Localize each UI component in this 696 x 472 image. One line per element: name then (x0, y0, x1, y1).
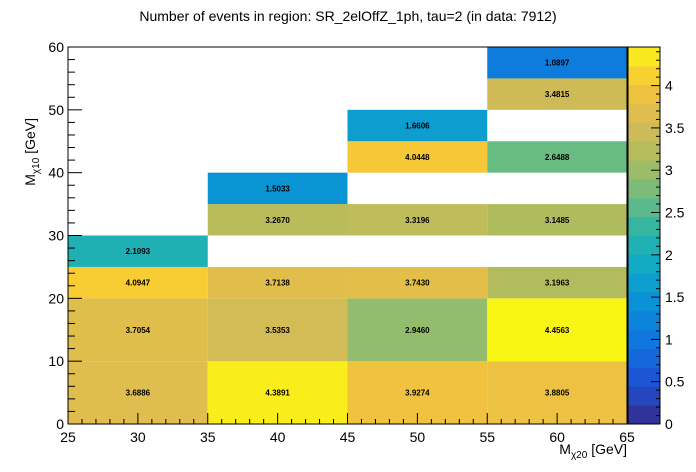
colorbar-tick-label: 2.5 (665, 205, 685, 221)
cell-value-label: 3.7430 (405, 279, 430, 288)
cell-value-label: 3.5353 (265, 326, 290, 335)
svg-text:Mχ20 [GeV]: Mχ20 [GeV] (559, 441, 627, 461)
colorbar-segment (628, 103, 660, 123)
y-tick-label: 20 (48, 290, 64, 306)
colorbar-segment (628, 348, 660, 368)
colorbar-segment (628, 292, 660, 312)
cell-value-label: 1.6606 (405, 122, 430, 131)
colorbar-segment (628, 235, 660, 255)
heatmap-cell (207, 204, 348, 236)
cell-value-label: 4.0448 (405, 153, 430, 162)
colorbar-segment (628, 65, 660, 86)
colorbar-tick-label: 1.5 (665, 289, 685, 305)
heatmap-cell (68, 298, 208, 362)
y-tick-label: 50 (48, 102, 64, 118)
y-tick-label: 30 (48, 228, 64, 244)
colorbar-tick-label: 1 (665, 331, 673, 347)
colorbar-tick-label: 0.5 (665, 374, 685, 390)
cell-value-label: 3.6886 (126, 389, 151, 398)
y-tick-label: 0 (56, 416, 64, 432)
heatmap-cell (347, 298, 488, 362)
colorbar-tick-label: 0 (665, 416, 673, 432)
heatmap-cell (68, 235, 208, 267)
colorbar-segment (628, 254, 660, 274)
colorbar-segment (628, 310, 660, 331)
cell-value-label: 2.1093 (126, 247, 151, 256)
cell-value-label: 3.1963 (545, 279, 570, 288)
cell-value-label: 3.3196 (405, 216, 430, 225)
colorbar-tick-label: 4 (665, 78, 673, 94)
colorbar-segment (628, 84, 660, 105)
x-tick-label: 60 (549, 429, 565, 445)
cell-value-label: 4.3891 (265, 389, 290, 398)
x-tick-label: 65 (619, 429, 635, 445)
cell-value-label: 2.9460 (405, 326, 430, 335)
x-axis-title: Mχ20 [GeV] (559, 441, 627, 461)
heatmap-cell (487, 266, 627, 299)
heatmap-cell (68, 266, 208, 299)
heatmap-cells (68, 47, 627, 424)
heatmap-cell (347, 109, 488, 142)
y-tick-label: 10 (48, 353, 64, 369)
colorbar-tick-label: 2 (665, 247, 673, 263)
cell-value-label: 3.8805 (545, 389, 570, 398)
x-tick-label: 35 (200, 429, 216, 445)
heatmap-cell (487, 78, 627, 110)
axes: 25 30 35 40 45 50 55 60 65 0 10 20 30 40 50 60 (48, 39, 635, 445)
colorbar: 0 0.5 1 1.5 2 2.5 3 3.5 4 (627, 46, 685, 432)
cell-value-label: 1.5033 (265, 184, 290, 193)
heatmap-cell (207, 172, 348, 205)
cell-value-label: 4.0947 (126, 279, 151, 288)
colorbar-tick-label: 3 (665, 162, 673, 178)
cell-value-label: 3.7138 (265, 279, 290, 288)
cell-value-label: 3.7054 (126, 326, 151, 335)
heatmap-cell (487, 298, 627, 362)
colorbar-segment (628, 405, 660, 425)
svg-text:Mχ10 [GeV]: Mχ10 [GeV] (22, 118, 42, 186)
heatmap-cell (207, 266, 348, 299)
heatmap-cell (347, 204, 488, 236)
colorbar-segment (628, 141, 660, 161)
colorbar-segment (628, 216, 660, 236)
heatmap-cell (207, 298, 348, 362)
cell-value-label: 3.9274 (405, 389, 430, 398)
x-tick-label: 50 (410, 429, 426, 445)
y-axis-title: Mχ10 [GeV] (22, 118, 42, 186)
colorbar-segment (628, 160, 660, 180)
colorbar-tick-label: 3.5 (665, 120, 685, 136)
cell-value-label: 1.0897 (545, 59, 570, 68)
colorbar-segment (628, 329, 660, 350)
y-tick-label: 60 (48, 39, 64, 55)
cell-value-label: 3.1485 (545, 216, 570, 225)
colorbar-segment (628, 178, 660, 199)
colorbar-segment (628, 197, 660, 218)
chart-title: Number of events in region: SR_2elOffZ_1… (139, 8, 556, 24)
cell-value-label: 3.4815 (545, 90, 570, 99)
colorbar-segment (628, 386, 660, 406)
colorbar-segment (628, 367, 660, 387)
heatmap-cell (487, 204, 627, 236)
x-tick-label: 30 (130, 429, 146, 445)
colorbar-segment (628, 122, 660, 142)
y-tick-label: 40 (48, 165, 64, 181)
colorbar-segment (628, 47, 660, 67)
heatmap-cell (347, 141, 488, 173)
x-tick-label: 45 (340, 429, 356, 445)
cell-labels: 3.6886 4.3891 3.9274 3.8805 3.7054 3.5353 2.94… (126, 59, 570, 398)
x-tick-label: 55 (479, 429, 495, 445)
heatmap-cell (487, 141, 627, 173)
x-tick-label: 40 (270, 429, 286, 445)
cell-value-label: 4.4563 (545, 326, 570, 335)
cell-value-label: 3.2670 (265, 216, 290, 225)
heatmap-cell (487, 47, 627, 79)
colorbar-segment (628, 273, 660, 293)
cell-value-label: 2.6488 (545, 153, 570, 162)
heatmap-cell (347, 266, 488, 299)
x-tick-label: 25 (60, 429, 76, 445)
